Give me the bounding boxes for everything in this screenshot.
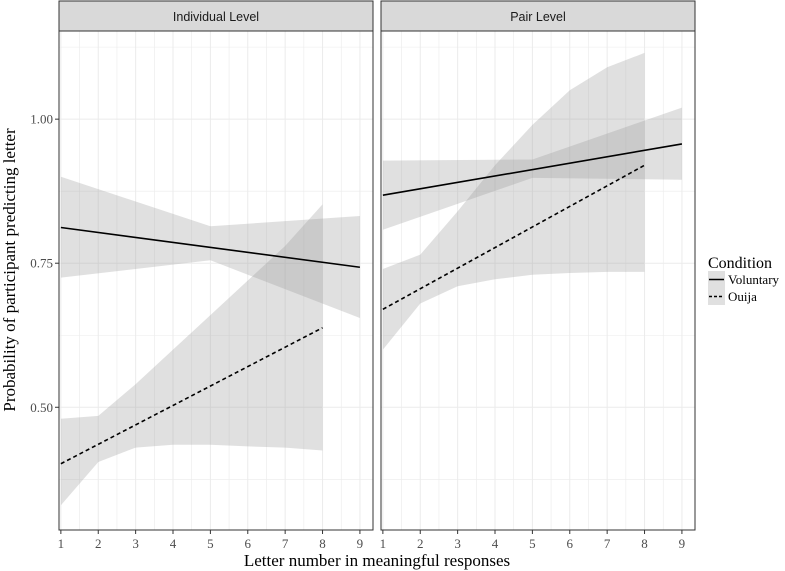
x-tick-label: 6 xyxy=(567,536,574,551)
x-tick-label: 8 xyxy=(641,536,648,551)
x-tick-label: 2 xyxy=(95,536,102,551)
panel-individual-level: Individual Level 1 2 3 4 5 6 7 8 9 0.50 0.75 1.00 xyxy=(30,0,374,551)
plot-background-pair-level xyxy=(381,31,695,530)
legend-entry-ouija: Ouija xyxy=(708,288,757,305)
panels-layer: Individual Level 1 2 3 4 5 6 7 8 9 0.50 0.75 1.00 Pai… xyxy=(30,0,696,551)
x-tick-label: 4 xyxy=(170,536,177,551)
panel-pair-level: Pair Level 1 2 3 4 5 6 7 8 9 xyxy=(380,0,696,551)
x-tick-label: 1 xyxy=(380,536,387,551)
legend-label-ouija: Ouija xyxy=(728,289,757,304)
gridlines-individual-level xyxy=(59,31,373,530)
x-tick-label: 9 xyxy=(357,536,364,551)
x-tick-label: 7 xyxy=(604,536,611,551)
series-line-ouija-individual-level xyxy=(60,327,323,465)
confidence-band-voluntary-pair-level xyxy=(382,107,682,230)
y-tick-label: 0.50 xyxy=(30,400,53,415)
panel-border-pair-level xyxy=(380,30,696,531)
x-tick-label: 6 xyxy=(245,536,252,551)
panel-title-individual-level: Individual Level xyxy=(173,10,259,24)
panel-border-individual-level xyxy=(58,30,374,531)
plot-background-individual-level xyxy=(59,31,373,530)
x-tick-label: 4 xyxy=(492,536,499,551)
x-tick-label: 8 xyxy=(319,536,326,551)
panel-title-pair-level: Pair Level xyxy=(510,10,566,24)
confidence-band-ouija-pair-level xyxy=(382,52,645,350)
gridlines-pair-level xyxy=(381,31,695,530)
x-tick-label: 9 xyxy=(679,536,686,551)
panel-strip-individual-level xyxy=(58,0,374,32)
panel-strip-pair-level xyxy=(380,0,696,32)
legend-label-voluntary: Voluntary xyxy=(728,272,780,287)
legend: Condition Voluntary Ouija xyxy=(708,255,780,305)
series-line-ouija-pair-level xyxy=(382,164,645,311)
x-tick-label: 2 xyxy=(417,536,424,551)
y-tick-label: 0.75 xyxy=(30,256,53,271)
x-tick-label: 1 xyxy=(58,536,65,551)
y-axis-title: Probability of participant predicting le… xyxy=(0,128,19,412)
series-line-voluntary-individual-level xyxy=(60,226,361,269)
x-tick-label: 5 xyxy=(207,536,214,551)
x-tick-label: 5 xyxy=(529,536,536,551)
x-tick-label: 3 xyxy=(454,536,461,551)
x-tick-label: 7 xyxy=(282,536,289,551)
legend-entry-voluntary: Voluntary xyxy=(708,271,780,288)
x-tick-label: 3 xyxy=(132,536,139,551)
legend-title: Condition xyxy=(708,255,772,272)
y-tick-label: 1.00 xyxy=(30,112,53,127)
series-line-voluntary-pair-level xyxy=(382,143,683,197)
x-axis-title: Letter number in meaningful responses xyxy=(244,551,510,570)
